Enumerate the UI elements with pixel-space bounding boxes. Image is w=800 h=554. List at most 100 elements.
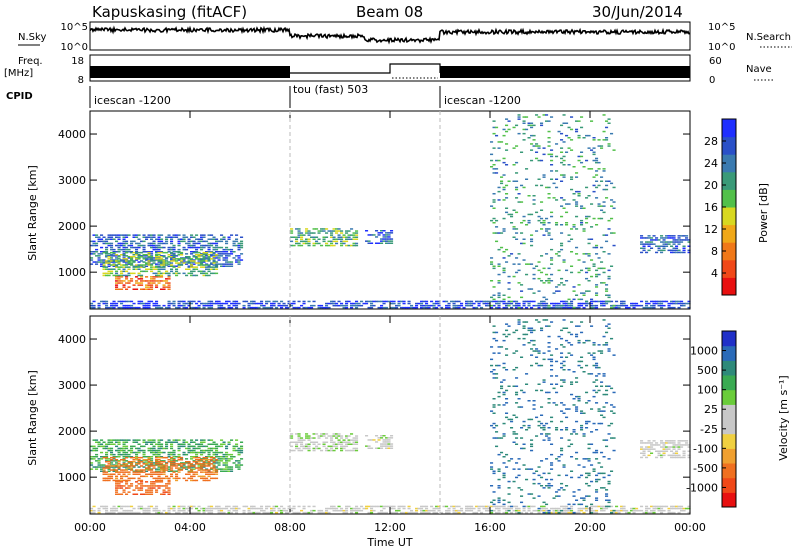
echo-cell <box>380 300 384 303</box>
echo-cell <box>200 466 204 468</box>
echo-cell <box>577 190 581 193</box>
echo-cell <box>672 237 676 239</box>
echo-cell <box>160 466 164 468</box>
echo-cell <box>585 420 589 423</box>
echo-cell <box>560 215 564 218</box>
echo-cell <box>575 294 579 296</box>
echo-cell <box>675 507 679 510</box>
echo-cell <box>110 449 114 452</box>
echo-cell <box>222 253 226 255</box>
echo-cell <box>532 478 536 481</box>
echo-cell <box>147 234 151 236</box>
echo-cell <box>507 385 511 387</box>
echo-cell <box>175 465 179 467</box>
echo-cell <box>222 263 226 265</box>
echo-cell <box>297 439 301 441</box>
echo-cell <box>562 404 566 406</box>
echo-cell <box>530 244 534 247</box>
echo-cell <box>397 302 401 305</box>
echo-cell <box>582 166 586 168</box>
echo-cell <box>207 507 211 510</box>
echo-cell <box>345 240 349 243</box>
echo-cell <box>225 462 229 464</box>
echo-cell <box>297 435 301 437</box>
echo-cell <box>645 306 649 309</box>
echo-cell <box>205 274 209 277</box>
echo-cell <box>115 265 119 267</box>
echo-cell <box>157 481 161 483</box>
echo-cell <box>525 468 529 470</box>
echo-cell <box>570 178 574 180</box>
echo-cell <box>182 477 186 480</box>
echo-cell <box>130 477 134 480</box>
echo-cell <box>515 402 519 404</box>
echo-cell <box>177 262 181 264</box>
echo-cell <box>165 467 169 469</box>
echo-cell <box>140 456 144 459</box>
echo-cell <box>640 452 644 454</box>
echo-cell <box>142 258 146 260</box>
echo-cell <box>150 461 154 463</box>
echo-cell <box>210 234 214 236</box>
echo-cell <box>525 300 529 303</box>
echo-cell <box>307 439 311 441</box>
echo-cell <box>140 270 144 273</box>
echo-cell <box>570 511 574 514</box>
echo-cell <box>310 304 314 307</box>
echo-cell <box>562 511 566 514</box>
echo-cell <box>140 469 144 471</box>
echo-cell <box>367 505 371 508</box>
echo-cell <box>170 465 174 467</box>
echo-cell <box>195 248 199 251</box>
echo-cell <box>285 511 289 514</box>
echo-cell <box>502 251 506 253</box>
echo-cell <box>560 453 564 456</box>
echo-cell <box>597 366 601 369</box>
echo-cell <box>97 466 101 468</box>
echo-cell <box>470 300 474 303</box>
echo-cell <box>122 447 126 450</box>
echo-cell <box>497 478 501 481</box>
echo-cell <box>100 464 104 466</box>
echo-cell <box>585 197 589 199</box>
echo-cell <box>185 453 189 456</box>
echo-cell <box>162 242 166 245</box>
echo-cell <box>512 385 516 387</box>
echo-cell <box>680 241 684 243</box>
echo-cell <box>157 485 161 487</box>
echo-cell <box>270 304 274 307</box>
echo-cell <box>315 242 319 245</box>
echo-cell <box>612 354 616 356</box>
echo-cell <box>117 460 121 462</box>
echo-cell <box>230 466 234 468</box>
echo-cell <box>610 337 614 340</box>
echo-cell <box>580 503 584 506</box>
echo-cell <box>505 193 509 195</box>
echo-cell <box>512 209 516 211</box>
echo-cell <box>117 238 121 240</box>
echo-cell <box>107 256 111 258</box>
velocity-colorbar-swatch <box>722 419 736 435</box>
echo-cell <box>157 509 161 512</box>
echo-cell <box>607 350 611 352</box>
echo-cell <box>587 195 591 197</box>
echo-cell <box>220 456 224 458</box>
echo-cell <box>610 217 614 220</box>
echo-cell <box>160 246 164 249</box>
echo-cell <box>240 244 244 247</box>
echo-cell <box>635 507 639 510</box>
velocity-colorbar-swatch <box>722 389 736 405</box>
echo-cell <box>552 182 556 185</box>
echo-cell <box>495 339 499 342</box>
echo-cell <box>330 232 334 234</box>
echo-cell <box>375 230 379 232</box>
echo-cell <box>122 248 126 251</box>
echo-cell <box>567 126 571 129</box>
echo-cell <box>600 385 604 387</box>
echo-cell <box>612 244 616 247</box>
echo-cell <box>312 433 316 435</box>
echo-cell <box>150 264 154 266</box>
echo-cell <box>110 238 114 240</box>
echo-cell <box>195 451 199 454</box>
echo-cell <box>555 404 559 406</box>
